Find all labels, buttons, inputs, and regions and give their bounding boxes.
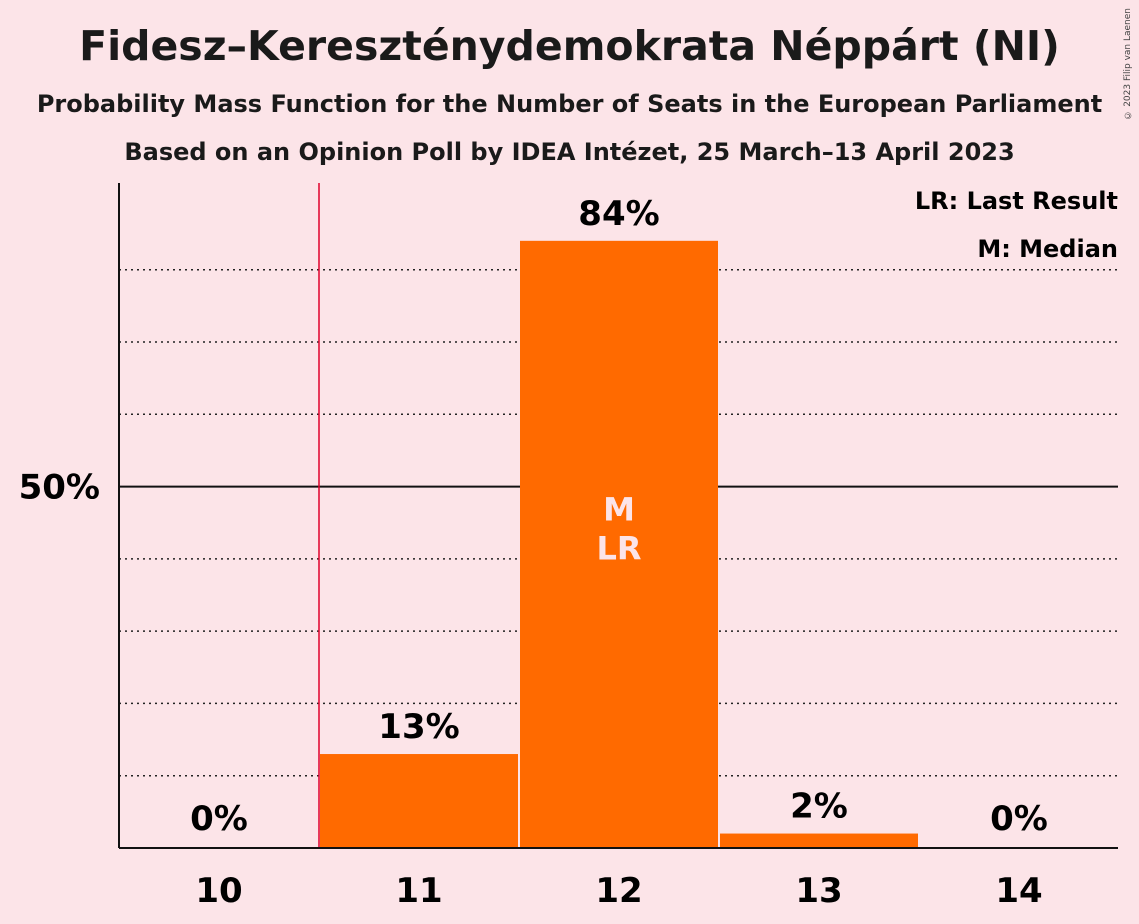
x-tick-label-13: 13 — [795, 871, 842, 911]
value-label-11: 13% — [378, 707, 459, 747]
bar-marker-m: M — [603, 491, 635, 529]
x-tick-label-10: 10 — [195, 871, 242, 911]
chart-subtitle-poll: Based on an Opinion Poll by IDEA Intézet… — [124, 138, 1015, 166]
chart-title: Fidesz–Kereszténydemokrata Néppárt (NI) — [79, 22, 1060, 70]
bars — [320, 240, 918, 849]
legend-median: M: Median — [977, 235, 1118, 263]
chart-subtitle: Probability Mass Function for the Number… — [36, 90, 1103, 118]
legend: LR: Last Result M: Median — [915, 187, 1118, 263]
legend-last-result: LR: Last Result — [915, 187, 1118, 215]
value-label-12: 84% — [578, 194, 659, 234]
bar-11 — [320, 754, 518, 848]
value-label-10: 0% — [190, 799, 248, 839]
x-tick-label-14: 14 — [995, 871, 1042, 911]
value-label-14: 0% — [990, 799, 1048, 839]
value-label-13: 2% — [790, 787, 848, 827]
axes: 50% — [19, 183, 1118, 849]
y-tick-label: 50% — [19, 468, 100, 508]
x-tick-label-12: 12 — [595, 871, 642, 911]
value-labels: 0% 10 13% 11 84% 12 MLR 2% 13 0% 14 — [190, 194, 1048, 911]
x-tick-label-11: 11 — [395, 871, 442, 911]
bar-12 — [520, 240, 718, 849]
bar-13 — [720, 833, 918, 848]
bar-marker-lr: LR — [596, 530, 641, 568]
